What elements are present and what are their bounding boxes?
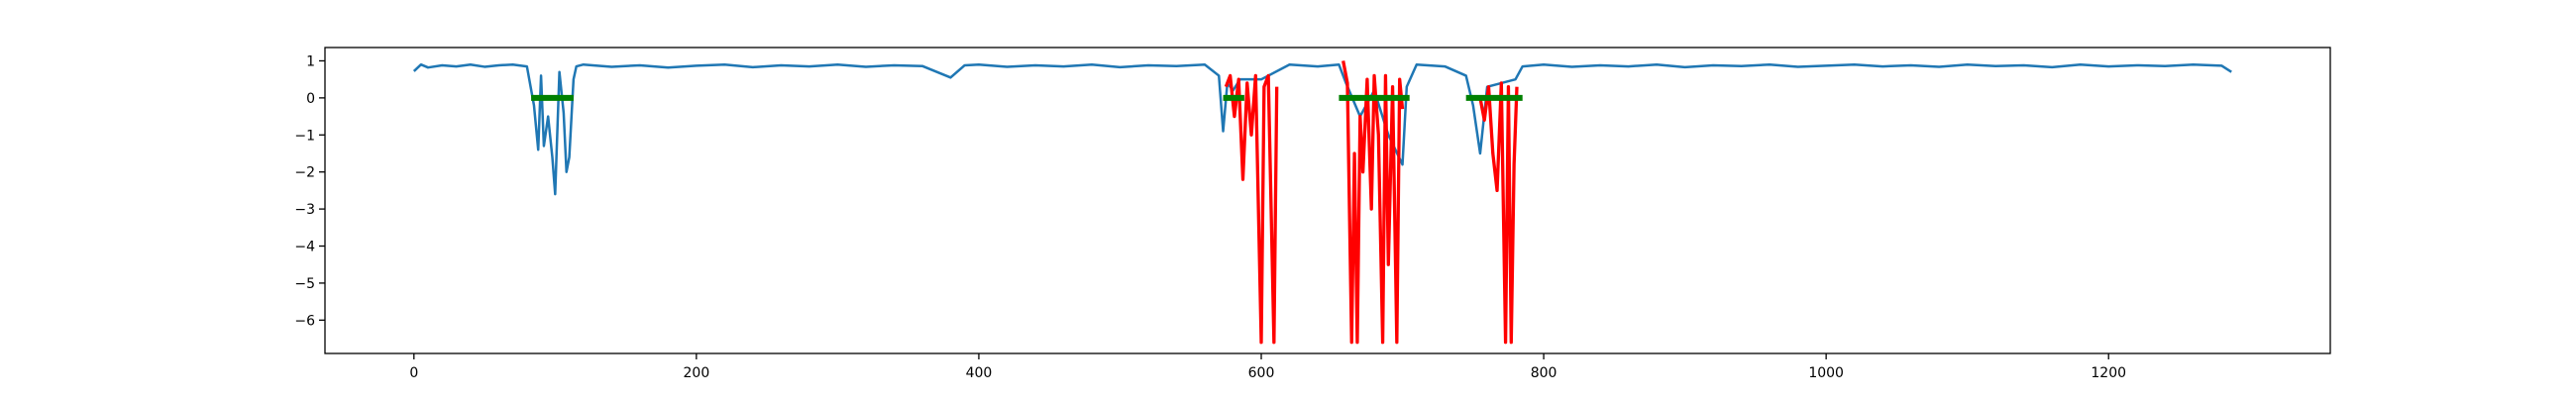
x-tick-label: 400 [966, 365, 993, 381]
plot-area [412, 60, 2232, 345]
y-tick-label: −3 [294, 202, 315, 218]
y-tick-label: −4 [294, 240, 315, 255]
y-tick-label: 0 [306, 91, 315, 107]
x-tick-label: 1200 [2091, 365, 2126, 381]
y-tick-label: −6 [294, 313, 315, 329]
x-tick-label: 200 [684, 365, 710, 381]
series-line [412, 62, 2232, 196]
y-tick-label: −2 [294, 165, 315, 181]
y-tick-label: −1 [294, 128, 315, 144]
x-tick-label: 600 [1248, 365, 1275, 381]
x-tick-label: 0 [409, 365, 418, 381]
axes-frame [324, 47, 2331, 354]
x-tick-label: 1000 [1808, 365, 1844, 381]
y-tick-label: 1 [306, 53, 315, 69]
y-tick-label: −5 [294, 276, 315, 292]
x-tick-label: 800 [1531, 365, 1557, 381]
